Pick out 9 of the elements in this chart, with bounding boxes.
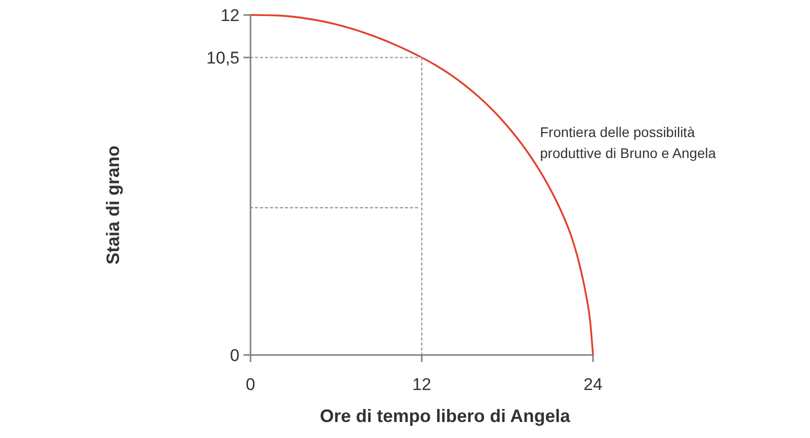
y-tick-label: 0	[230, 346, 240, 365]
y-tick-label: 10,5	[206, 48, 240, 68]
y-tick-label: 12	[220, 6, 240, 25]
x-axis-title: Ore di tempo libero di Angela	[320, 406, 572, 426]
x-tick-label: 0	[246, 375, 256, 394]
y-axis-title: Staia di grano	[103, 145, 123, 265]
x-tick-label: 12	[412, 375, 432, 394]
series-label: Frontiera delle possibilità produttive di Bruno e Angela	[540, 124, 716, 161]
x-tick-label: 24	[584, 375, 602, 394]
